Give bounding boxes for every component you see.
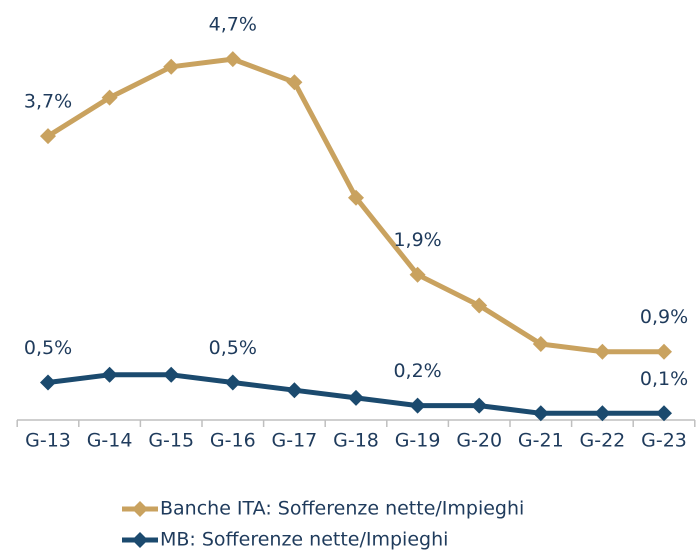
x-tick-label: G-23 <box>641 430 687 452</box>
marker <box>471 297 488 314</box>
marker <box>163 366 180 383</box>
data-label: 4,7% <box>209 14 257 36</box>
x-tick-label: G-16 <box>210 430 256 452</box>
x-tick-label: G-18 <box>333 430 379 452</box>
data-label: 0,2% <box>393 360 441 382</box>
marker <box>286 74 303 91</box>
marker <box>471 397 488 414</box>
marker <box>532 336 549 352</box>
marker <box>40 374 56 391</box>
data-label: 0,5% <box>24 337 72 359</box>
data-label: 1,9% <box>393 229 441 251</box>
marker <box>163 58 180 75</box>
marker <box>656 343 672 360</box>
legend-label: MB: Sofferenze nette/Impieghi <box>160 529 448 551</box>
marker <box>656 405 672 422</box>
marker <box>286 382 303 399</box>
marker <box>224 51 241 68</box>
marker <box>224 374 241 391</box>
marker <box>532 405 549 422</box>
x-tick-label: G-14 <box>87 430 133 452</box>
marker <box>101 366 118 383</box>
x-tick-label: G-19 <box>395 430 441 452</box>
marker <box>40 128 56 145</box>
data-label: 0,1% <box>640 368 688 390</box>
x-tick-label: G-13 <box>25 430 71 452</box>
x-tick-label: G-21 <box>518 430 564 452</box>
marker <box>409 266 426 283</box>
data-label: 0,9% <box>640 306 688 328</box>
marker <box>101 89 118 106</box>
marker <box>594 405 611 422</box>
x-tick-label: G-17 <box>272 430 318 452</box>
legend-marker <box>132 532 148 548</box>
marker <box>409 397 426 414</box>
data-label: 3,7% <box>24 91 72 113</box>
data-label: 0,5% <box>209 337 257 359</box>
marker <box>594 343 611 360</box>
marker <box>348 389 364 406</box>
x-tick-label: G-20 <box>456 430 502 452</box>
legend-marker <box>132 501 148 517</box>
x-tick-label: G-15 <box>148 430 194 452</box>
legend-label: Banche ITA: Sofferenze nette/Impieghi <box>160 498 524 520</box>
x-tick-label: G-22 <box>580 430 626 452</box>
marker <box>348 189 364 206</box>
